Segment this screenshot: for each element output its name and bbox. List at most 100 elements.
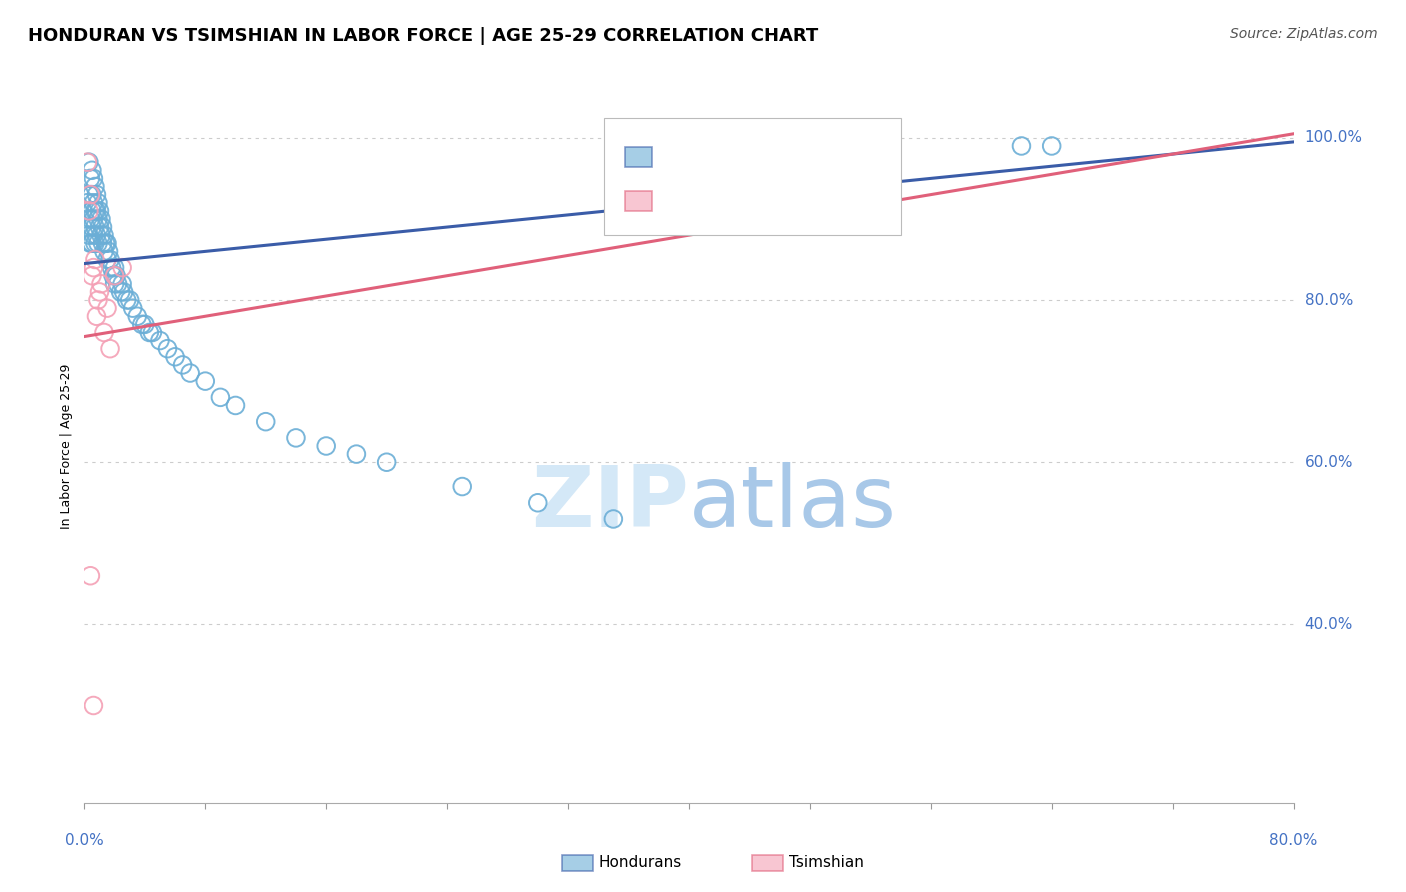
Point	[80, 236, 103, 251]
Point	[163, 350, 186, 364]
Point	[79, 568, 101, 582]
Point	[375, 455, 398, 469]
Point	[79, 171, 101, 186]
Point	[86, 203, 108, 218]
Point	[84, 252, 107, 267]
Point	[93, 244, 115, 259]
Text: 100.0%: 100.0%	[1305, 130, 1362, 145]
Point	[104, 260, 127, 275]
Text: R = 0.4: R = 0.4	[666, 192, 734, 210]
Point	[118, 293, 141, 307]
Point	[84, 179, 107, 194]
Point	[89, 220, 111, 235]
Point	[82, 195, 104, 210]
Point	[89, 285, 111, 299]
Point	[121, 301, 143, 315]
Point	[87, 211, 110, 226]
Point	[94, 236, 117, 251]
Point	[82, 698, 104, 713]
Point	[1010, 139, 1032, 153]
Point	[526, 496, 548, 510]
Point	[96, 236, 118, 251]
Point	[91, 220, 114, 235]
Point	[80, 203, 103, 218]
Point	[86, 310, 108, 324]
Text: N = 15: N = 15	[758, 192, 820, 210]
Text: 80.0%: 80.0%	[1270, 833, 1317, 848]
Text: HONDURAN VS TSIMSHIAN IN LABOR FORCE | AGE 25-29 CORRELATION CHART: HONDURAN VS TSIMSHIAN IN LABOR FORCE | A…	[28, 27, 818, 45]
Point	[89, 203, 111, 218]
Text: Tsimshian: Tsimshian	[789, 855, 863, 870]
Point	[141, 326, 163, 340]
Text: ZIP: ZIP	[531, 461, 689, 545]
Point	[97, 244, 120, 259]
Point	[82, 228, 104, 243]
Point	[284, 431, 308, 445]
Point	[134, 318, 156, 332]
Point	[194, 374, 217, 388]
Point	[131, 318, 153, 332]
Point	[77, 228, 100, 243]
Point	[80, 187, 103, 202]
Text: R = 0.469: R = 0.469	[666, 148, 756, 166]
Point	[105, 268, 128, 283]
Point	[77, 203, 100, 218]
Point	[76, 195, 98, 210]
Point	[98, 342, 121, 356]
Point	[1040, 139, 1063, 153]
Point	[346, 447, 368, 461]
Text: 80.0%: 80.0%	[1305, 293, 1353, 308]
Text: Source: ZipAtlas.com: Source: ZipAtlas.com	[1230, 27, 1378, 41]
Point	[138, 326, 160, 340]
Point	[84, 220, 107, 235]
Point	[82, 171, 104, 186]
Text: Hondurans: Hondurans	[599, 855, 682, 870]
Point	[104, 277, 127, 291]
Point	[87, 293, 110, 307]
Point	[127, 310, 149, 324]
Point	[112, 285, 135, 299]
Point	[107, 277, 129, 291]
Point	[156, 342, 179, 356]
Point	[101, 268, 124, 283]
Point	[96, 301, 118, 315]
Point	[104, 268, 127, 283]
Point	[100, 260, 122, 275]
Point	[315, 439, 337, 453]
Point	[79, 211, 101, 226]
Point	[84, 203, 107, 218]
Point	[77, 187, 100, 202]
Point	[80, 163, 103, 178]
Point	[149, 334, 172, 348]
Text: 40.0%: 40.0%	[1305, 617, 1353, 632]
Point	[82, 211, 104, 226]
Point	[110, 285, 132, 299]
Point	[451, 479, 474, 493]
Point	[79, 236, 101, 251]
FancyBboxPatch shape	[624, 191, 652, 211]
Point	[93, 228, 115, 243]
Point	[96, 252, 118, 267]
Point	[602, 512, 624, 526]
Point	[79, 187, 101, 202]
Point	[90, 228, 112, 243]
Point	[98, 252, 121, 267]
Text: atlas: atlas	[689, 461, 897, 545]
Point	[82, 260, 104, 275]
Point	[209, 390, 232, 404]
Point	[91, 236, 114, 251]
Point	[111, 277, 134, 291]
Point	[80, 268, 103, 283]
Point	[115, 293, 138, 307]
Point	[93, 326, 115, 340]
Point	[254, 415, 277, 429]
Point	[86, 228, 108, 243]
Point	[90, 277, 112, 291]
Point	[80, 220, 103, 235]
Point	[86, 187, 108, 202]
Point	[90, 211, 112, 226]
Point	[179, 366, 201, 380]
Point	[84, 236, 107, 251]
Point	[87, 236, 110, 251]
Text: 60.0%: 60.0%	[1305, 455, 1353, 470]
